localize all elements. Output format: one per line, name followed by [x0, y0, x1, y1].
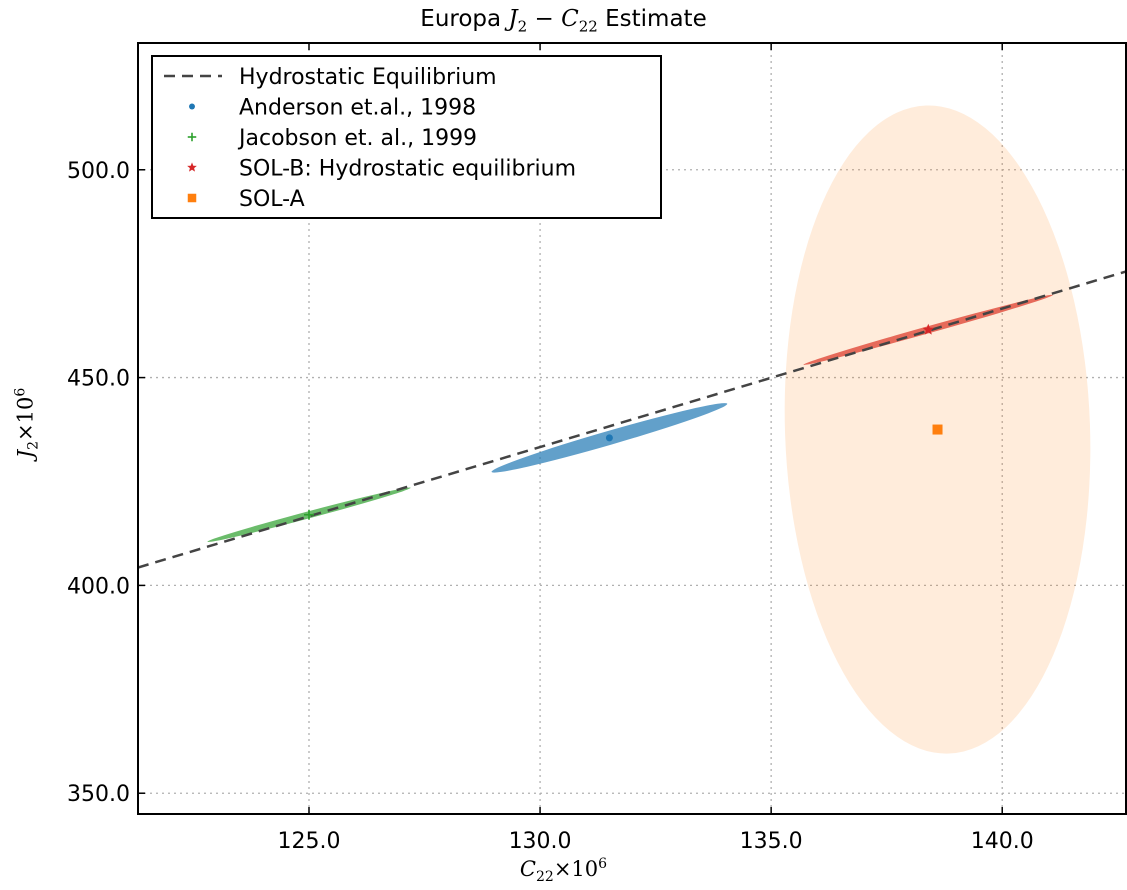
x-label-sup: 6	[598, 856, 608, 872]
title-math: J2 − C22	[508, 6, 597, 36]
y-tick-label: 350.0	[67, 782, 130, 807]
y-label-sub: 2	[25, 440, 42, 450]
legend-plus-swatch	[187, 132, 197, 142]
x-tick-label: 140.0	[971, 829, 1034, 854]
y-tick-label: 400.0	[67, 574, 130, 599]
title-c: C	[561, 6, 579, 32]
data-markers	[303, 323, 943, 520]
sol-a-point	[932, 424, 943, 435]
x-label-sub: 22	[536, 869, 554, 886]
title-j: J	[508, 6, 518, 32]
legend-label: Anderson et.al., 1998	[239, 96, 476, 121]
x-label-times: ×10	[553, 857, 599, 881]
hydrostatic-line	[138, 269, 1127, 569]
hydrostatic-line-layer	[138, 269, 1127, 569]
y-tick-label: 500.0	[67, 159, 130, 184]
x-tick-label: 125.0	[278, 829, 341, 854]
x-label-symbol: C	[519, 857, 536, 881]
anderson-et-al-1998-point	[605, 434, 613, 442]
chart-title: Europa J2 − C22 Estimate	[0, 6, 1127, 36]
legend-label: Jacobson et. al., 1999	[237, 126, 477, 151]
title-prefix: Europa	[420, 6, 509, 32]
grid	[138, 43, 1127, 814]
plot-frame	[137, 42, 1127, 815]
legend-square-swatch	[187, 193, 197, 203]
title-minus: −	[527, 6, 562, 32]
y-label-sup: 6	[12, 387, 29, 397]
legend-label: SOL-A	[239, 187, 305, 212]
legend: Hydrostatic Equilibrium Anderson et.al., …	[151, 55, 662, 219]
axis-ticks: 125.0 130.0 135.0 140.0 350.0 400.0 450.0 500.0	[67, 43, 1034, 854]
legend-item-hydrostatic-equilibrium: Hydrostatic Equilibrium	[164, 65, 497, 90]
legend-circle-swatch	[189, 103, 195, 110]
y-axis-label: J2×106	[12, 388, 41, 459]
y-label-symbol: J	[13, 449, 38, 459]
y-tick-label: 450.0	[67, 367, 130, 392]
legend-item-sol-a: SOL-A	[187, 187, 305, 212]
legend-label: SOL-B: Hydrostatic equilibrium	[239, 157, 576, 182]
jacobson-et-al-1999-point	[303, 509, 314, 520]
legend-star-swatch	[187, 162, 197, 172]
x-tick-label: 130.0	[509, 829, 572, 854]
y-label-times: ×10	[13, 396, 38, 441]
legend-label: Hydrostatic Equilibrium	[239, 65, 497, 90]
legend-item-anderson-et-al-1998: Anderson et.al., 1998	[189, 96, 476, 121]
legend-item-sol-b-hydrostatic-equilibrium: SOL-B: Hydrostatic equilibrium	[187, 157, 576, 182]
legend-item-jacobson-et-al-1999: Jacobson et. al., 1999	[187, 126, 477, 151]
title-j-sub: 2	[517, 17, 528, 36]
x-axis-label: C22×106	[0, 856, 1127, 885]
title-c-sub: 22	[578, 17, 598, 36]
legend-box	[151, 55, 662, 219]
x-tick-label: 135.0	[740, 829, 803, 854]
sol-b-hydrostatic-equilibrium-point	[922, 323, 934, 335]
title-suffix: Estimate	[597, 6, 707, 32]
